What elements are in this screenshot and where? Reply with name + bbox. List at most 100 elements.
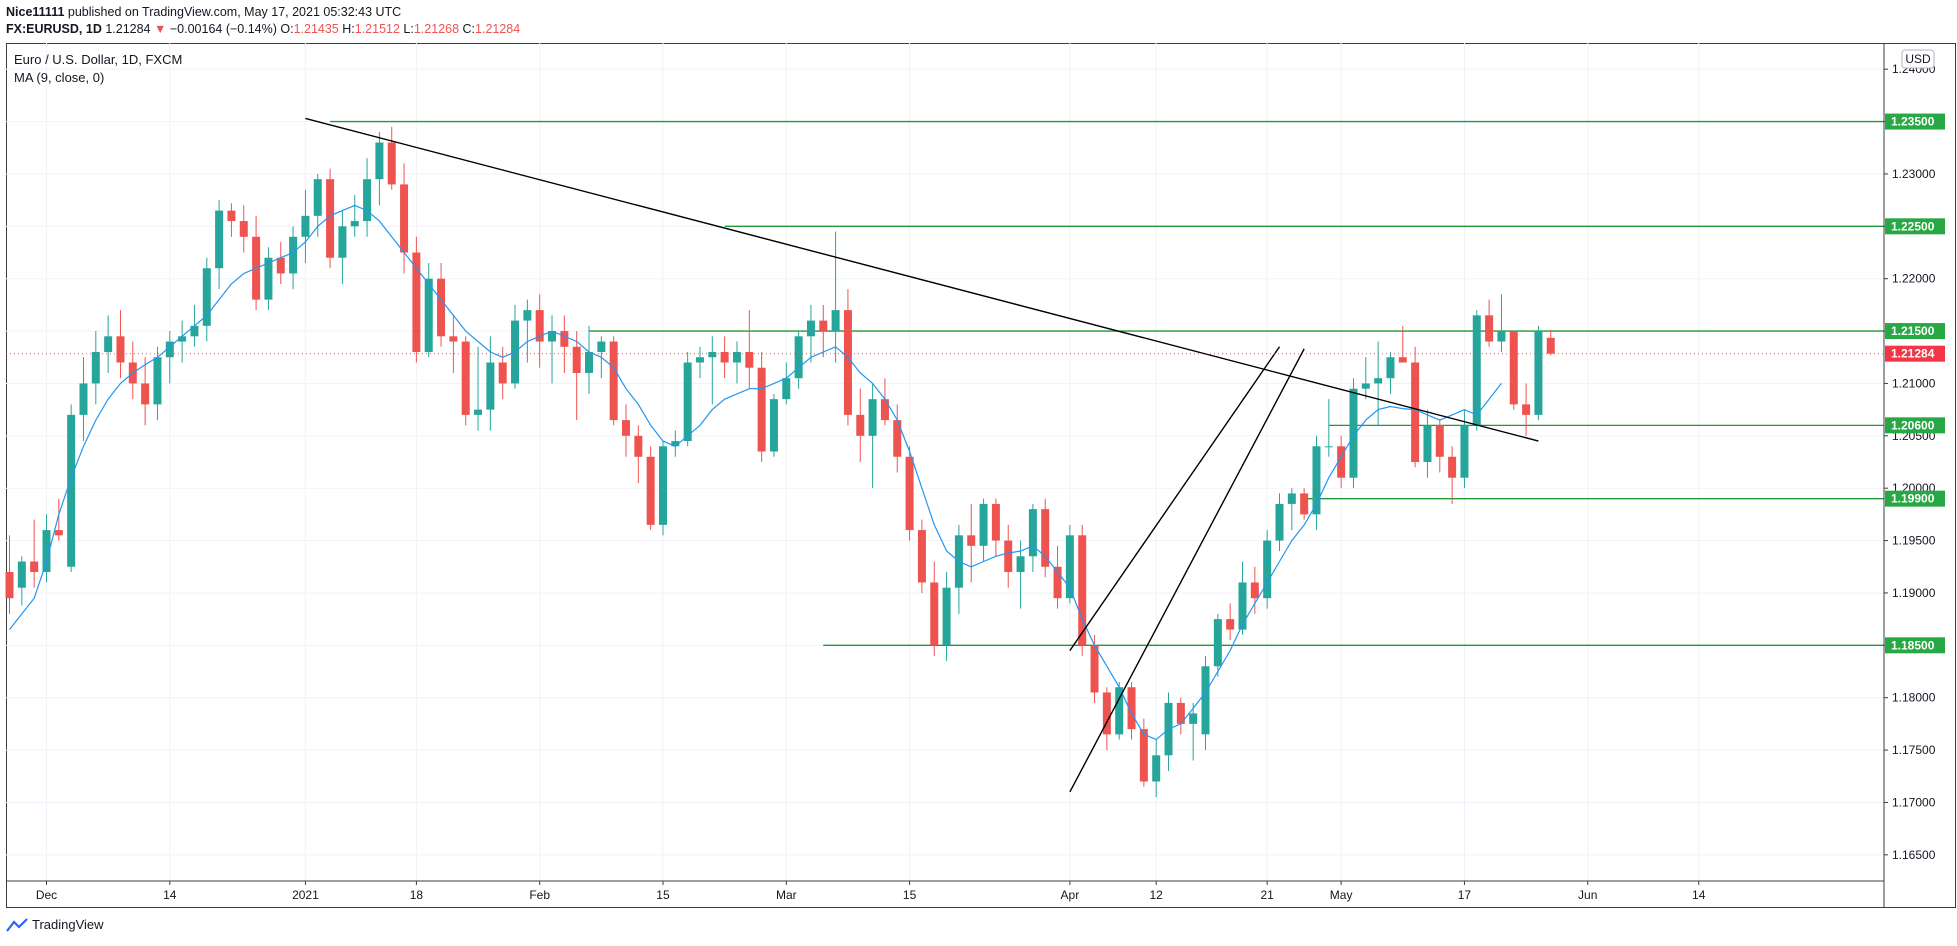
- candle-body: [1176, 702, 1185, 724]
- candle-body: [831, 310, 840, 332]
- candle-body: [548, 331, 557, 342]
- candle-body: [79, 383, 88, 415]
- candle-body: [745, 352, 754, 368]
- candle-body: [1472, 315, 1481, 426]
- candle-body: [1435, 425, 1444, 457]
- candle-body: [350, 221, 359, 227]
- candle-body: [868, 399, 877, 436]
- x-tick-label: Dec: [36, 888, 57, 902]
- candle-body: [880, 399, 889, 421]
- y-tick-label: 1.21000: [1892, 376, 1936, 390]
- level-price-tag-box: [1885, 417, 1945, 434]
- candle-body: [769, 399, 778, 452]
- candle-body: [1078, 535, 1087, 646]
- level-price-tag-box: [1885, 323, 1945, 340]
- price-scale: 1.240001.235001.230001.225001.220001.215…: [1884, 62, 1936, 862]
- candle-body: [1152, 755, 1161, 782]
- candle-body: [498, 362, 507, 384]
- candle-body: [1127, 687, 1136, 730]
- x-tick-label: 14: [1692, 888, 1706, 902]
- candle-body: [276, 257, 285, 274]
- level-price-tag: 1.23500: [1891, 115, 1935, 129]
- candle-body: [424, 278, 433, 353]
- current-price-tag: 1.21284: [1891, 347, 1935, 361]
- candle-body: [449, 336, 458, 342]
- chart-frame[interactable]: [6, 43, 1956, 908]
- candle-body: [1349, 388, 1358, 478]
- candle-body: [461, 341, 470, 415]
- candle-body: [893, 420, 902, 457]
- candle-body: [1337, 446, 1346, 478]
- candle-body: [1090, 645, 1099, 693]
- level-price-tag-box: [1885, 490, 1945, 507]
- low-label: L:: [403, 22, 414, 36]
- candle-body: [905, 456, 914, 531]
- currency-badge[interactable]: USD: [1905, 52, 1931, 66]
- candle-body: [437, 278, 446, 337]
- high-label: H:: [342, 22, 355, 36]
- candle-body: [1238, 582, 1247, 630]
- candle-body: [1201, 666, 1210, 735]
- candle-body: [794, 336, 803, 379]
- candle-body: [930, 582, 939, 646]
- candle-body: [301, 215, 310, 237]
- level-price-tag: 1.19900: [1891, 492, 1935, 506]
- tradingview-footer[interactable]: TradingView: [6, 917, 104, 932]
- candle-body: [819, 320, 828, 332]
- low-value: 1.21268: [413, 22, 460, 36]
- candle-body: [1312, 446, 1321, 515]
- candle-body: [202, 268, 211, 326]
- candle-body: [104, 336, 113, 353]
- footer-brand: TradingView: [32, 917, 104, 932]
- candle-body: [1374, 378, 1383, 384]
- candle-body: [1522, 404, 1531, 415]
- level-price-tag-box: [1885, 637, 1945, 654]
- candle-body: [806, 320, 815, 337]
- x-tick-label: 18: [410, 888, 424, 902]
- candle-body: [363, 179, 372, 222]
- candle-body: [153, 357, 162, 405]
- x-tick-label: 12: [1150, 888, 1164, 902]
- candle-body: [227, 210, 236, 222]
- candle-body: [54, 530, 63, 536]
- candle-body: [1287, 493, 1296, 504]
- indicator-label[interactable]: MA (9, close, 0): [14, 70, 105, 85]
- x-tick-label: 15: [656, 888, 670, 902]
- candle-body: [1016, 556, 1025, 572]
- candle-body: [757, 367, 766, 452]
- author-name[interactable]: Nice11111: [6, 5, 65, 19]
- open-label: O:: [280, 22, 294, 36]
- level-price-tag: 1.21500: [1891, 324, 1935, 338]
- candle-body: [1546, 337, 1555, 354]
- moving-average-line: [9, 204, 1502, 741]
- candle-body: [1361, 383, 1370, 389]
- x-tick-label: 17: [1458, 888, 1472, 902]
- open-value: 1.21435: [293, 22, 339, 36]
- candle-body: [264, 257, 273, 300]
- level-price-tag-box: [1885, 218, 1945, 235]
- series-title[interactable]: Euro / U.S. Dollar, 1D, FXCM: [14, 52, 183, 67]
- x-tick-label: Jun: [1578, 888, 1597, 902]
- candle-body: [1485, 315, 1494, 342]
- candle-body: [634, 435, 643, 457]
- chart-grid: [6, 43, 1884, 881]
- tradingview-logo-icon: [6, 917, 28, 932]
- candle-body: [1139, 729, 1148, 782]
- close-label: C:: [462, 22, 476, 36]
- candle-body: [622, 420, 630, 436]
- level-price-tag-box: [1885, 113, 1945, 130]
- candle-body: [782, 378, 791, 400]
- publish-info: published on TradingView.com, May 17, 20…: [67, 5, 402, 19]
- candle-body: [1275, 503, 1284, 541]
- y-tick-label: 1.19000: [1892, 586, 1936, 600]
- candle-body: [646, 456, 655, 525]
- candle-body: [30, 561, 39, 572]
- y-tick-label: 1.17000: [1892, 795, 1936, 809]
- candle-body: [190, 325, 199, 337]
- x-tick-label: Feb: [529, 888, 550, 902]
- candle-body: [560, 331, 569, 347]
- level-price-tag: 1.18500: [1891, 638, 1935, 652]
- chart-legend: Euro / U.S. Dollar, 1D, FXCM MA (9, clos…: [14, 51, 182, 87]
- trendline: [305, 117, 1539, 442]
